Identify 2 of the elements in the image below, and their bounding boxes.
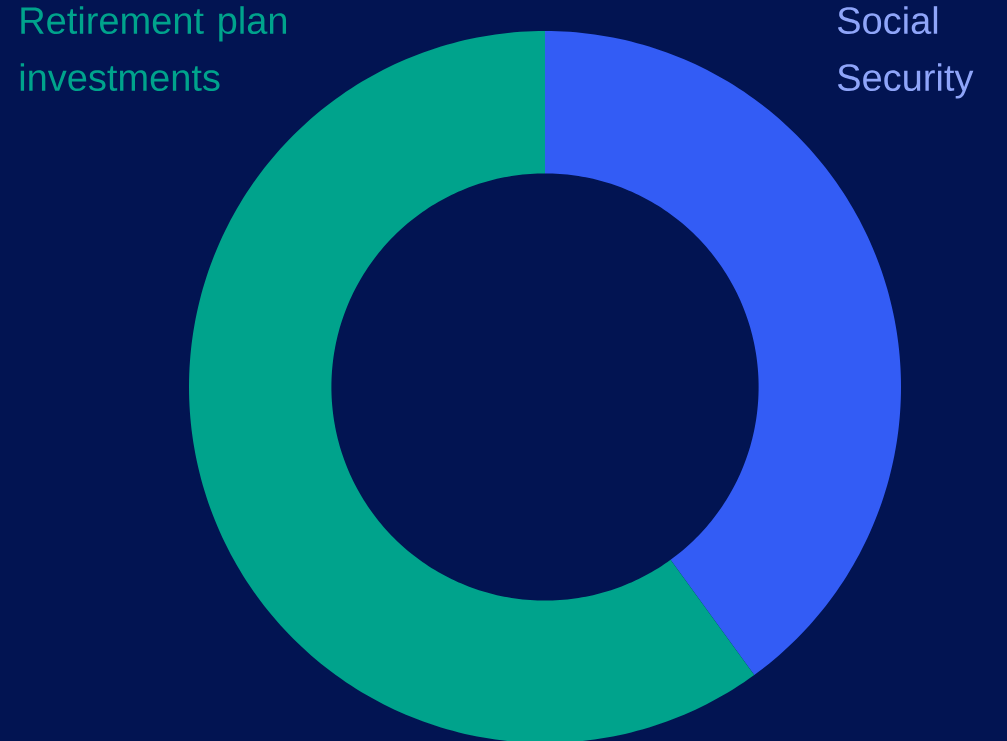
slice-label: Retirement plan investments bbox=[20, 6, 287, 92]
slice-label: Social Security bbox=[837, 6, 974, 99]
